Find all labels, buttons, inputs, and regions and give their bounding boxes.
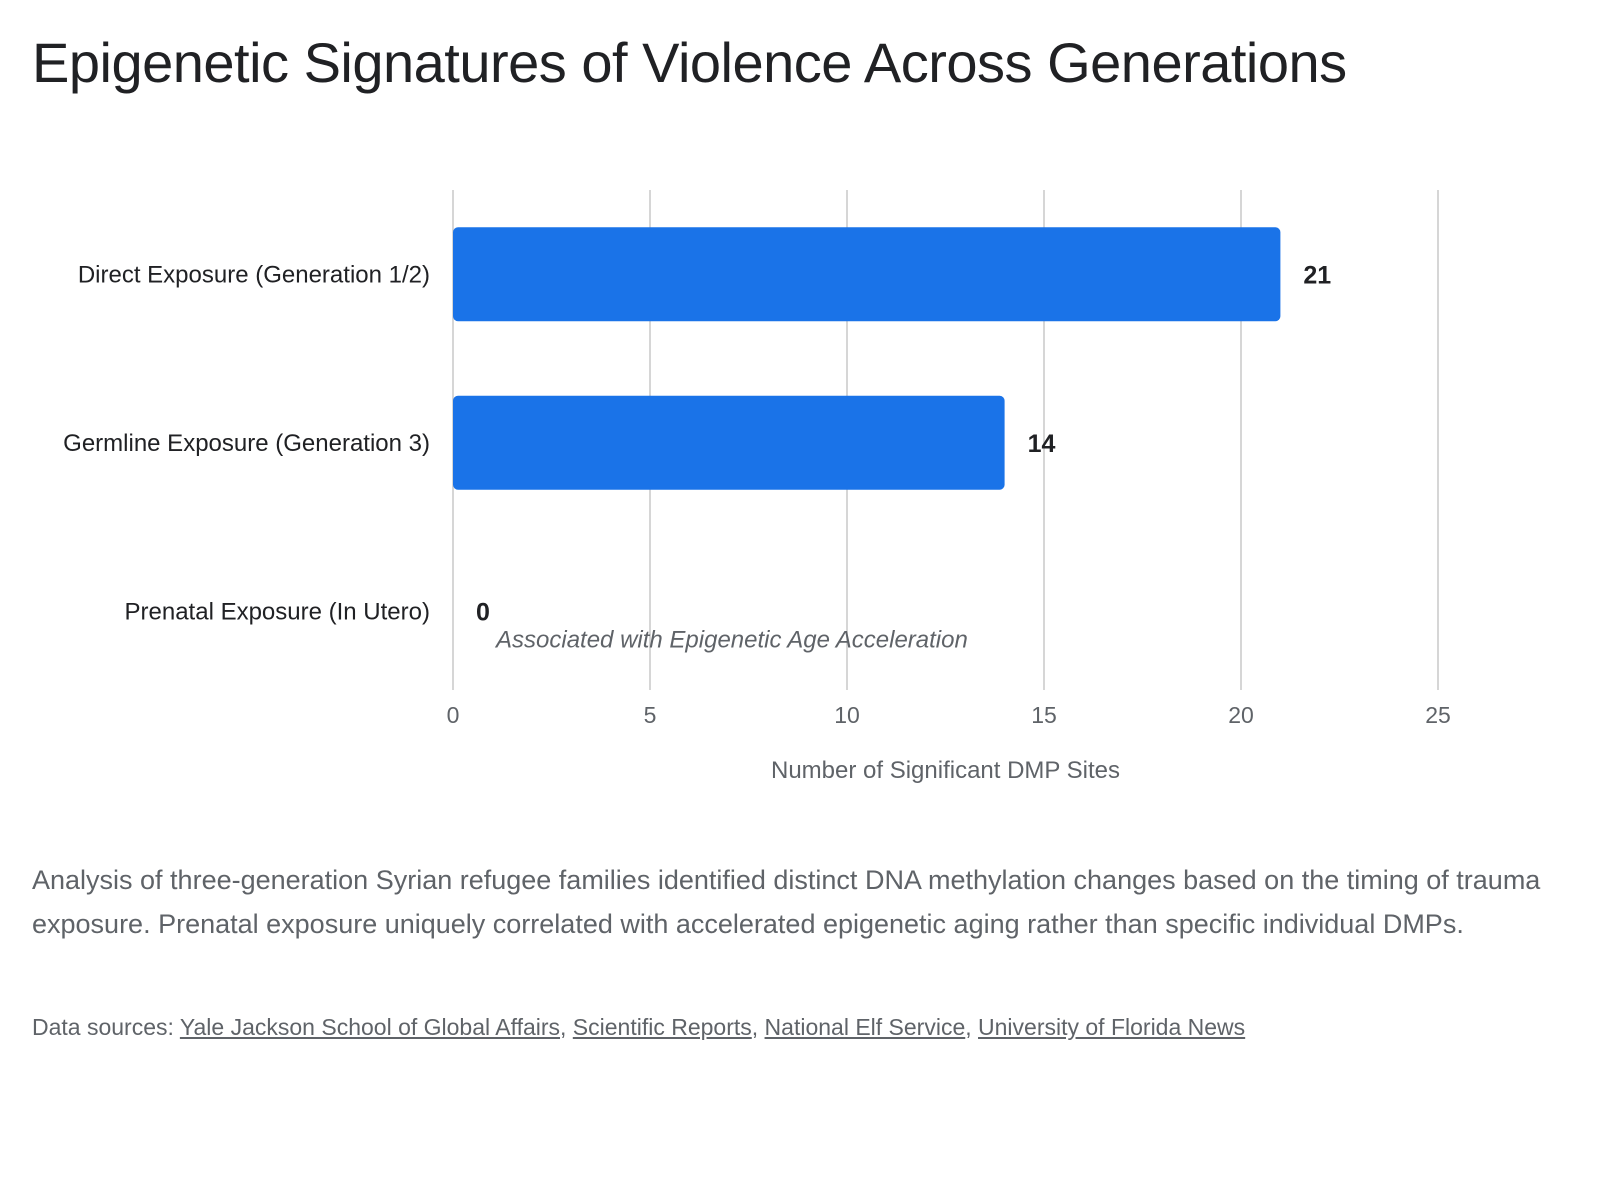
x-tick-label: 25 (1425, 702, 1451, 728)
x-axis-title: Number of Significant DMP Sites (771, 757, 1120, 784)
x-tick-label: 5 (644, 702, 657, 728)
source-separator: , (560, 1014, 573, 1040)
category-label: Prenatal Exposure (In Utero) (125, 598, 430, 625)
source-link-scientific-reports[interactable]: Scientific Reports (572, 1014, 752, 1040)
bar-chart: 0 5 10 15 20 25 Direct Exposure (Generation 1/… (63, 190, 1451, 784)
bar (453, 227, 1281, 322)
data-sources: Data sources: Yale Jackson School of Glo… (32, 1014, 1245, 1041)
data-label: 0 (476, 598, 490, 626)
data-label: 14 (1028, 430, 1056, 458)
chart-description: Analysis of three-generation Syrian refu… (32, 865, 1541, 939)
annotation-label: Associated with Epigenetic Age Accelerat… (494, 626, 968, 653)
category-label: Germline Exposure (Generation 3) (63, 430, 430, 457)
bar (453, 395, 1005, 490)
x-tick-label: 0 (447, 702, 460, 728)
data-label: 21 (1303, 261, 1331, 289)
source-link-university-of-florida[interactable]: University of Florida News (978, 1014, 1246, 1040)
source-link-yale[interactable]: Yale Jackson School of Global Affairs (179, 1014, 561, 1040)
x-tick-label: 15 (1031, 702, 1057, 728)
category-label: Direct Exposure (Generation 1/2) (78, 261, 430, 288)
x-tick-label: 20 (1228, 702, 1254, 728)
source-separator: , (965, 1014, 979, 1040)
source-link-national-elf-service[interactable]: National Elf Service (764, 1014, 966, 1040)
source-separator: , (751, 1014, 765, 1040)
chart-title: Epigenetic Signatures of Violence Across… (32, 31, 1347, 94)
x-tick-label: 10 (834, 702, 860, 728)
data-sources-prefix: Data sources: (32, 1014, 180, 1040)
